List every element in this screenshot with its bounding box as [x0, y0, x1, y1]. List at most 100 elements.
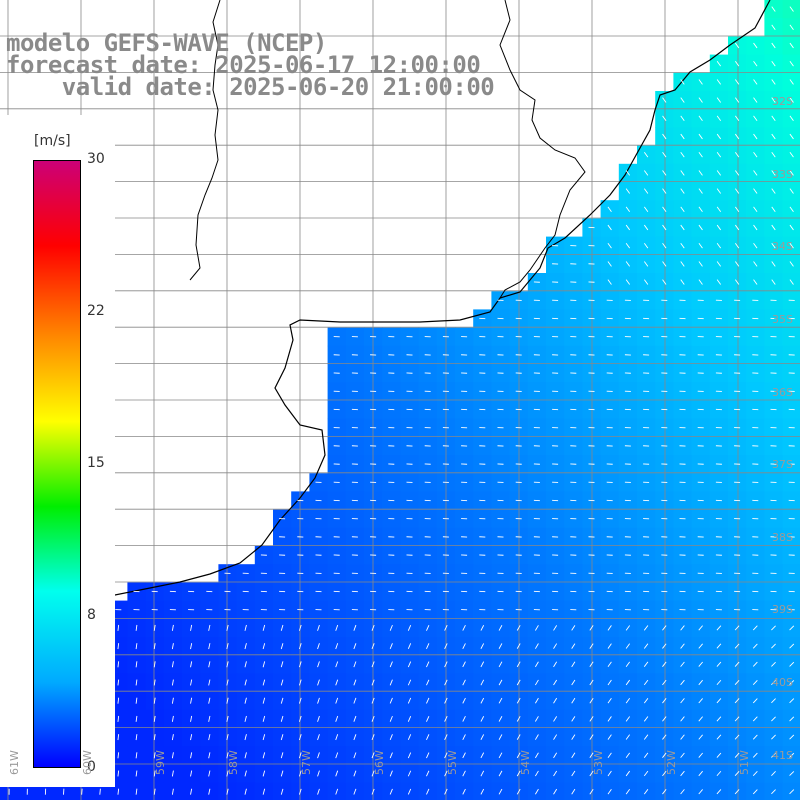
wind-arrow [208, 788, 211, 795]
wind-arrow [698, 698, 703, 704]
wind-arrow [226, 624, 229, 631]
wind-arrow [607, 752, 612, 759]
wind-arrow [190, 643, 193, 650]
wind-arrow [153, 643, 156, 650]
wind-arrow [789, 224, 794, 231]
wind-arrow [498, 734, 503, 740]
wind-cell [782, 72, 800, 92]
wind-arrow [190, 679, 193, 686]
wind-arrow [716, 133, 722, 140]
wind-arrow [771, 752, 776, 758]
wind-arrow [153, 679, 156, 686]
wind-arrow [553, 661, 558, 668]
wind-arrow [625, 188, 631, 194]
wind-arrow [135, 788, 138, 795]
wind-arrow [607, 770, 612, 777]
wind-arrow [171, 752, 174, 759]
wind-arrow [426, 643, 430, 650]
wind-arrow [534, 625, 539, 631]
wind-arrow [625, 661, 631, 667]
wind-arrow [353, 624, 357, 631]
wind-arrow [789, 170, 794, 176]
wind-arrow [244, 752, 247, 759]
wind-arrow [625, 206, 631, 212]
wind-arrow [153, 788, 156, 795]
wind-arrow [734, 243, 740, 249]
wind-arrow [643, 752, 649, 758]
wind-arrow [208, 679, 211, 686]
wind-arrow [335, 770, 339, 777]
wind-arrow [625, 261, 631, 267]
wind-arrow [534, 643, 539, 649]
wind-arrow [317, 734, 320, 741]
wind-arrow [353, 661, 357, 668]
wind-arrow [498, 752, 503, 759]
wind-arrow [244, 770, 247, 777]
wind-arrow [335, 679, 339, 686]
colorbar-tick-8: 8 [87, 607, 96, 623]
wind-arrow [553, 752, 558, 759]
wind-arrow [589, 716, 594, 722]
wind-arrow [171, 788, 174, 795]
wind-arrow [553, 770, 558, 777]
wind-arrow [662, 115, 667, 121]
wind-arrow [407, 715, 412, 722]
wind-arrow [226, 679, 229, 686]
wind-arrow [262, 697, 266, 704]
wind-arrow [680, 770, 685, 777]
wind-arrow [662, 625, 667, 631]
wind-arrow [771, 61, 776, 67]
wind-arrow [643, 789, 649, 795]
wind-arrow [680, 243, 685, 249]
wind-arrow [625, 698, 631, 704]
wind-arrow [589, 697, 594, 704]
wind-arrow [680, 661, 685, 667]
colorbar-tick-15: 15 [87, 455, 105, 471]
wind-arrow [371, 679, 375, 686]
wind-arrow [516, 752, 521, 759]
wind-arrow [607, 734, 612, 740]
wind-arrow [226, 788, 229, 795]
wind-arrow [244, 715, 247, 722]
wind-arrow [171, 661, 174, 668]
wind-arrow [462, 661, 466, 668]
wind-arrow [698, 770, 703, 777]
wind-arrow [153, 770, 156, 777]
lat-label-32s: 32S [772, 95, 793, 108]
wind-arrow [698, 133, 703, 140]
wind-arrow [662, 770, 667, 777]
wind-arrow [262, 715, 266, 722]
wind-arrow [607, 206, 612, 212]
lat-label-37s: 37S [772, 458, 793, 471]
wind-arrow [298, 715, 302, 722]
wind-arrow [752, 625, 758, 631]
wind-arrow [589, 752, 594, 759]
wind-arrow [716, 206, 722, 212]
valid-date: valid date: 2025-06-20 21:00:00 [6, 73, 495, 101]
wind-arrow [407, 661, 412, 668]
wind-arrow [480, 643, 485, 649]
lat-label-36s: 36S [772, 386, 793, 399]
wind-arrow [734, 661, 740, 667]
wind-arrow [680, 261, 685, 267]
wind-arrow [680, 206, 685, 212]
wind-arrow [789, 42, 794, 49]
wind-arrow [771, 42, 776, 49]
wind-arrow [753, 279, 758, 285]
wind-arrow [643, 170, 649, 176]
lat-label-38s: 38S [772, 531, 793, 544]
wind-arrow [716, 789, 722, 795]
wind-arrow [317, 770, 320, 777]
wind-arrow [662, 679, 667, 686]
wind-cell [782, 254, 800, 274]
wind-arrow [571, 752, 576, 759]
wind-arrow [117, 643, 120, 650]
wind-arrow [335, 643, 339, 650]
wind-arrow [407, 752, 412, 759]
wind-arrow [371, 661, 375, 668]
wind-arrow [135, 661, 138, 668]
wind-arrow [407, 788, 412, 795]
wind-arrow [371, 734, 375, 741]
wind-arrow [190, 752, 193, 759]
wind-arrow [426, 624, 430, 631]
